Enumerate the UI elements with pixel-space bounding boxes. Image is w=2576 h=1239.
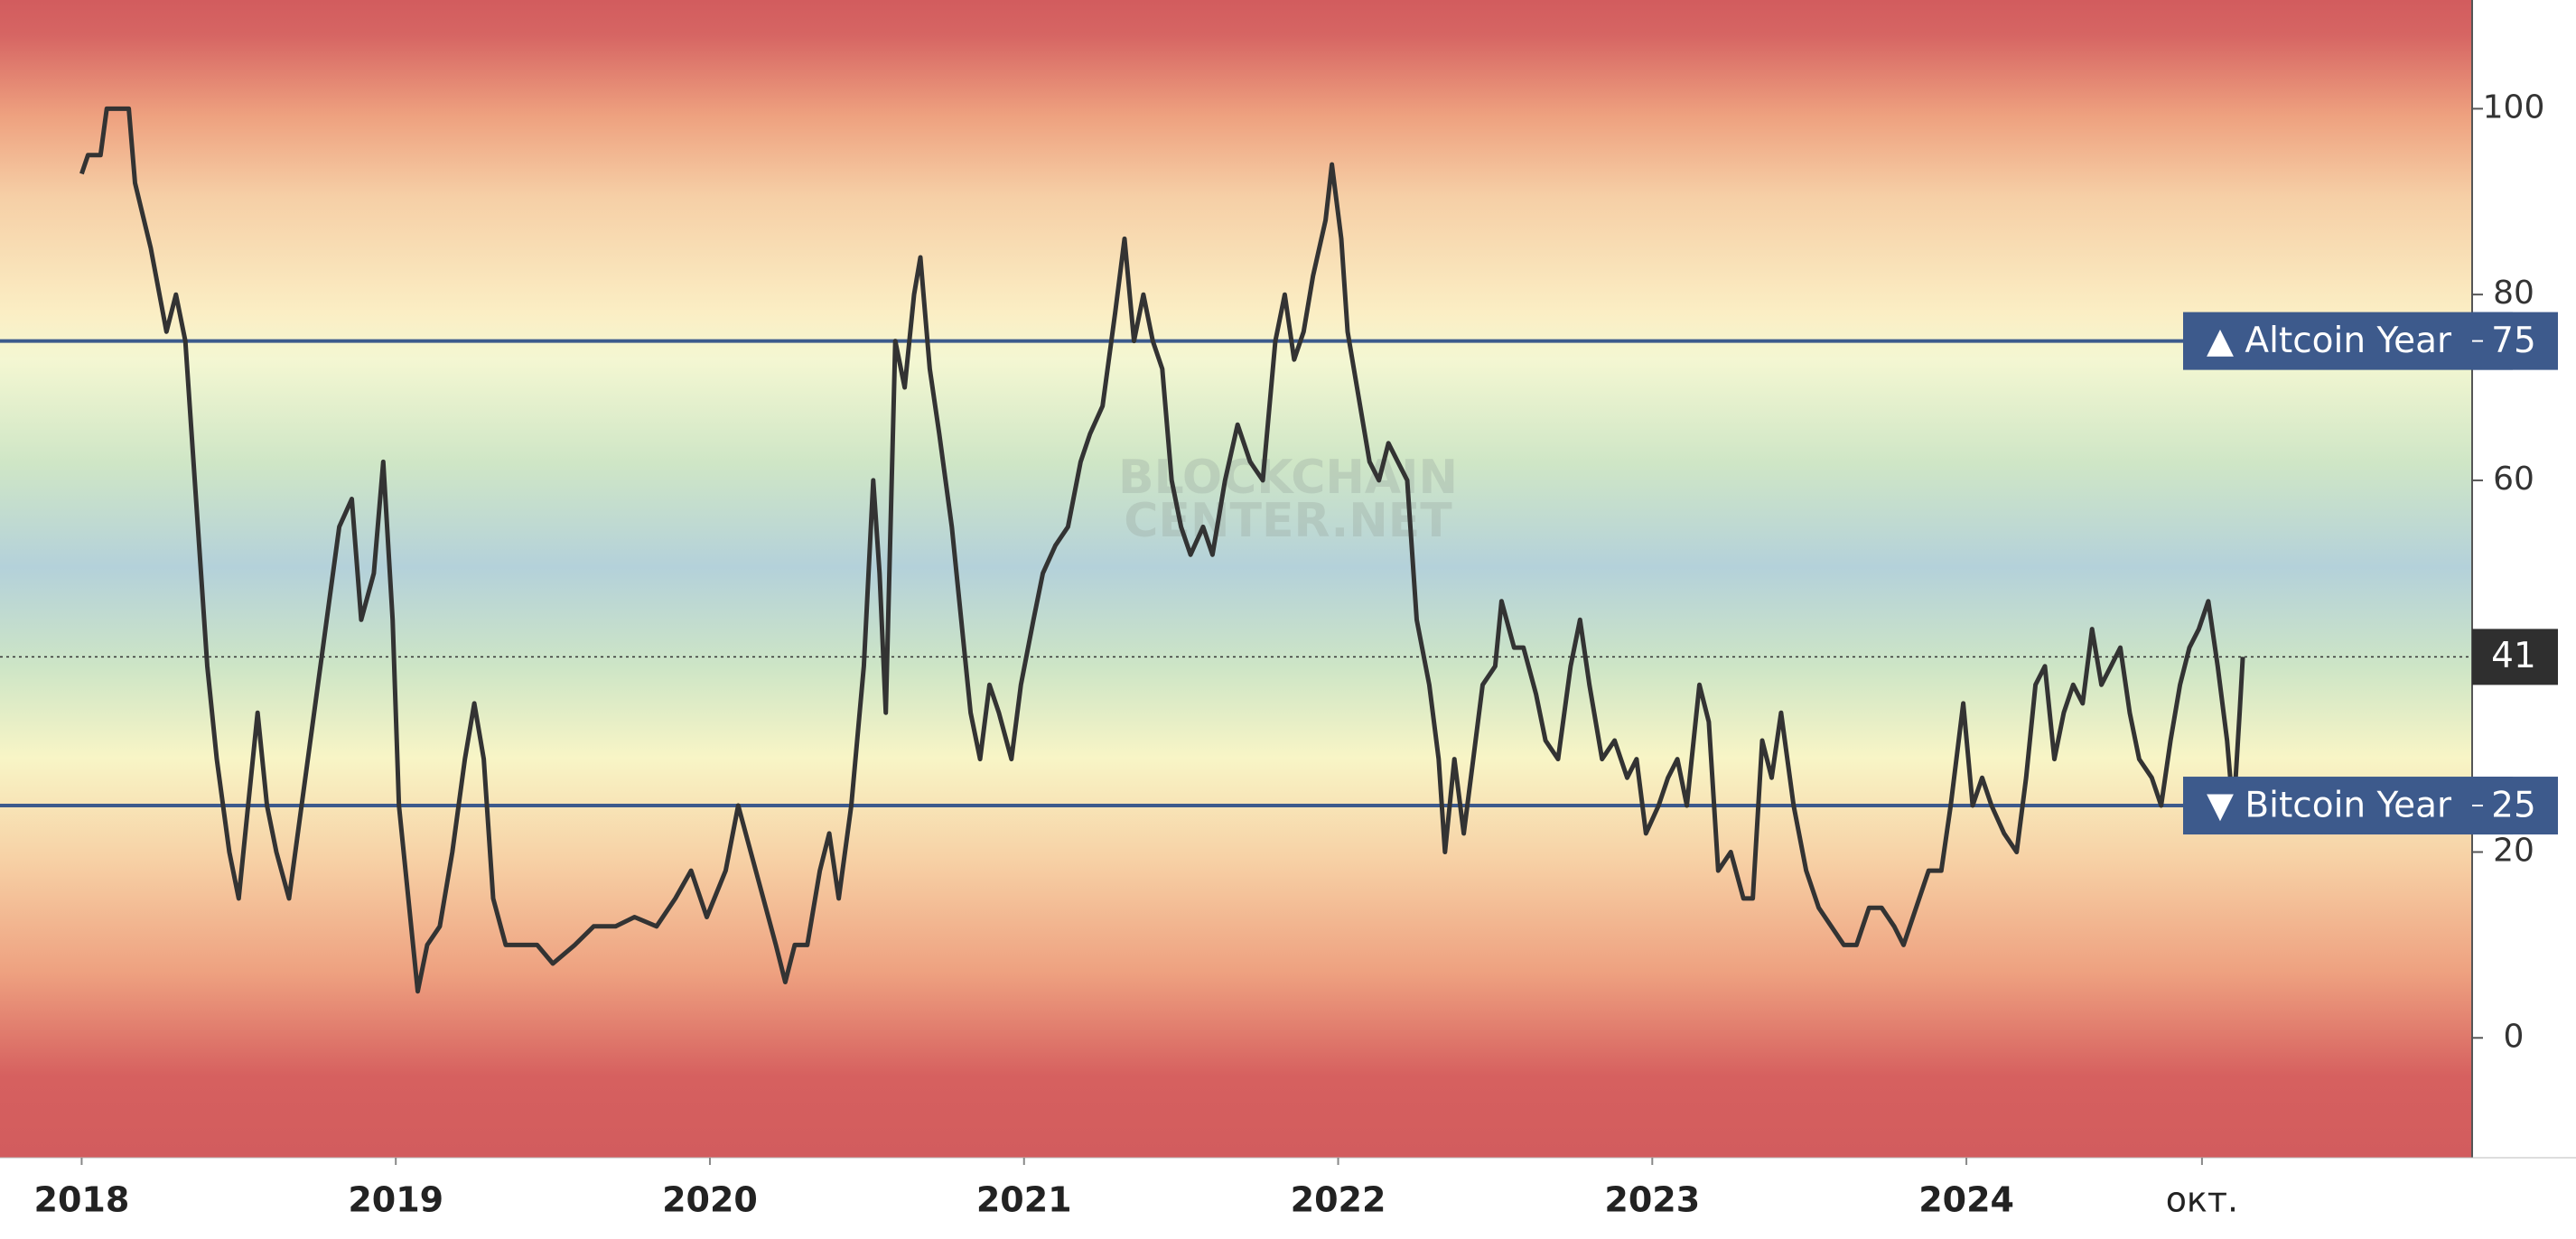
watermark: CENTER.NET [1124,494,1452,548]
reference-label: ▼ Bitcoin Year [2207,786,2452,826]
x-tick-label: 2023 [1604,1180,1700,1220]
series-line [79,106,2245,994]
reference-value-box [2472,777,2558,835]
x-tick-label: 2018 [34,1180,130,1220]
y-tick-label: 60 [2493,461,2534,498]
y-tick-label: 20 [2493,832,2534,869]
x-tick-label: 2024 [1918,1180,2014,1220]
current-value-box [2472,629,2558,685]
reference-box [2183,777,2513,835]
reference-label: ▲ Altcoin Year [2207,321,2452,361]
x-tick-label: окт. [2166,1180,2238,1220]
reference-value-label: 25 [2491,786,2536,826]
x-tick-label: 2020 [662,1180,758,1220]
reference-box [2183,312,2513,370]
reference-value-label: 75 [2491,321,2536,361]
current-value-label: 41 [2491,636,2536,676]
x-tick-label: 2021 [976,1180,1072,1220]
y-tick-label: 0 [2504,1018,2525,1055]
x-tick-label: 2022 [1291,1180,1386,1220]
plot-background [0,0,2472,1158]
reference-value-box [2472,312,2558,370]
y-tick-label: 100 [2483,88,2545,126]
y-tick-label: 80 [2493,275,2534,312]
x-tick-label: 2019 [348,1180,443,1220]
